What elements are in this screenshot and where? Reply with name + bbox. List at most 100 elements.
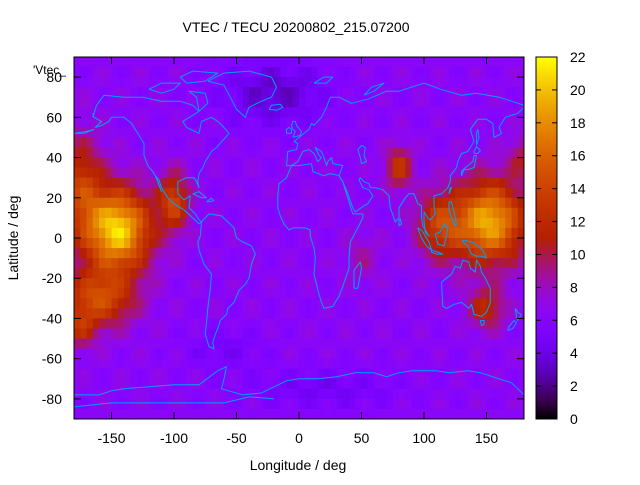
heatmap-cell xyxy=(436,137,444,149)
coastline-borneo xyxy=(434,223,449,247)
heatmap-cell xyxy=(349,137,356,149)
heatmap-cell xyxy=(130,107,138,118)
heatmap-cell xyxy=(80,398,88,410)
heatmap-cell xyxy=(480,348,488,360)
heatmap-cell xyxy=(324,358,331,370)
heatmap-cell xyxy=(124,127,131,139)
heatmap-cell xyxy=(411,288,419,299)
heatmap-cell xyxy=(242,77,250,88)
heatmap-cell xyxy=(336,358,344,370)
heatmap-cell xyxy=(492,57,500,68)
heatmap-cell xyxy=(442,278,450,289)
heatmap-cell xyxy=(455,107,463,118)
heatmap-cell xyxy=(430,177,438,189)
heatmap-cell xyxy=(511,248,519,259)
heatmap-cell xyxy=(367,147,375,159)
heatmap-cell xyxy=(224,137,231,149)
x-tick-label: -50 xyxy=(226,430,246,446)
coastline-iceland xyxy=(268,103,284,111)
heatmap-cell xyxy=(424,328,431,340)
heatmap-cell xyxy=(467,298,475,309)
heatmap-cell xyxy=(217,278,225,289)
heatmap-cell xyxy=(217,328,225,340)
heatmap-cell xyxy=(405,278,413,289)
heatmap-cell xyxy=(99,238,106,249)
heatmap-cell xyxy=(142,268,150,279)
heatmap-cell xyxy=(236,87,244,98)
heatmap-cell xyxy=(105,87,113,98)
heatmap-cell xyxy=(292,177,300,189)
heatmap-cell xyxy=(411,398,419,410)
heatmap-cell xyxy=(199,157,206,169)
heatmap-cell xyxy=(149,107,156,118)
heatmap-cell xyxy=(386,127,394,139)
heatmap-cell xyxy=(324,408,331,419)
heatmap-cell xyxy=(155,358,163,370)
heatmap-cell xyxy=(80,217,88,229)
heatmap-cell xyxy=(280,117,288,128)
heatmap-cell xyxy=(386,177,394,189)
heatmap-cell xyxy=(211,167,219,179)
heatmap-cell xyxy=(92,127,100,139)
heatmap-cell xyxy=(192,378,200,390)
heatmap-cell xyxy=(499,268,506,279)
heatmap-cell xyxy=(367,217,375,229)
heatmap-cell xyxy=(305,328,313,340)
heatmap-cell xyxy=(74,67,81,78)
heatmap-cell xyxy=(280,97,288,108)
heatmap-cell xyxy=(480,328,488,340)
heatmap-cell xyxy=(117,77,125,88)
heatmap-cell xyxy=(224,207,231,219)
heatmap-cell xyxy=(186,368,194,380)
heatmap-cell xyxy=(155,167,163,179)
heatmap-cell xyxy=(74,167,81,179)
heatmap-cell xyxy=(467,258,475,269)
heatmap-cell xyxy=(436,338,444,350)
heatmap-cell xyxy=(242,258,250,269)
heatmap-cell xyxy=(105,328,113,340)
heatmap-cell xyxy=(517,348,524,360)
heatmap-cell xyxy=(161,378,169,390)
heatmap-cell xyxy=(467,308,475,320)
heatmap-cell xyxy=(249,368,256,380)
heatmap-cell xyxy=(411,318,419,330)
heatmap-cell xyxy=(217,288,225,299)
heatmap-cell xyxy=(292,227,300,239)
heatmap-cell xyxy=(174,338,181,350)
heatmap-cell xyxy=(186,177,194,189)
heatmap-cell xyxy=(230,227,238,239)
heatmap-cell xyxy=(305,408,313,419)
heatmap-cell xyxy=(330,217,338,229)
heatmap-cell xyxy=(199,97,206,108)
heatmap-cell xyxy=(142,107,150,118)
heatmap-cell xyxy=(424,147,431,159)
heatmap-cell xyxy=(355,107,363,118)
heatmap-cell xyxy=(205,167,213,179)
heatmap-cell xyxy=(355,97,363,108)
heatmap-cell xyxy=(124,217,131,229)
heatmap-cell xyxy=(136,137,144,149)
heatmap-cell xyxy=(286,318,294,330)
heatmap-cell xyxy=(405,77,413,88)
x-tick-label: 100 xyxy=(412,430,436,446)
heatmap-cell xyxy=(124,57,131,68)
heatmap-cell xyxy=(280,258,288,269)
heatmap-cell xyxy=(74,288,81,299)
heatmap-cell xyxy=(161,248,169,259)
heatmap-cell xyxy=(474,207,481,219)
heatmap-cell xyxy=(411,388,419,400)
heatmap-cell xyxy=(386,248,394,259)
heatmap-cell xyxy=(436,217,444,229)
heatmap-cell xyxy=(124,358,131,370)
heatmap-cell xyxy=(249,157,256,169)
heatmap-cell xyxy=(142,378,150,390)
heatmap-cell xyxy=(255,227,263,239)
heatmap-cell xyxy=(211,157,219,169)
heatmap-cell xyxy=(249,328,256,340)
heatmap-cell xyxy=(111,117,119,128)
heatmap-cell xyxy=(211,197,219,209)
heatmap-cell xyxy=(199,167,206,179)
heatmap-cell xyxy=(292,87,300,98)
heatmap-cell xyxy=(142,77,150,88)
heatmap-cell xyxy=(299,238,306,249)
